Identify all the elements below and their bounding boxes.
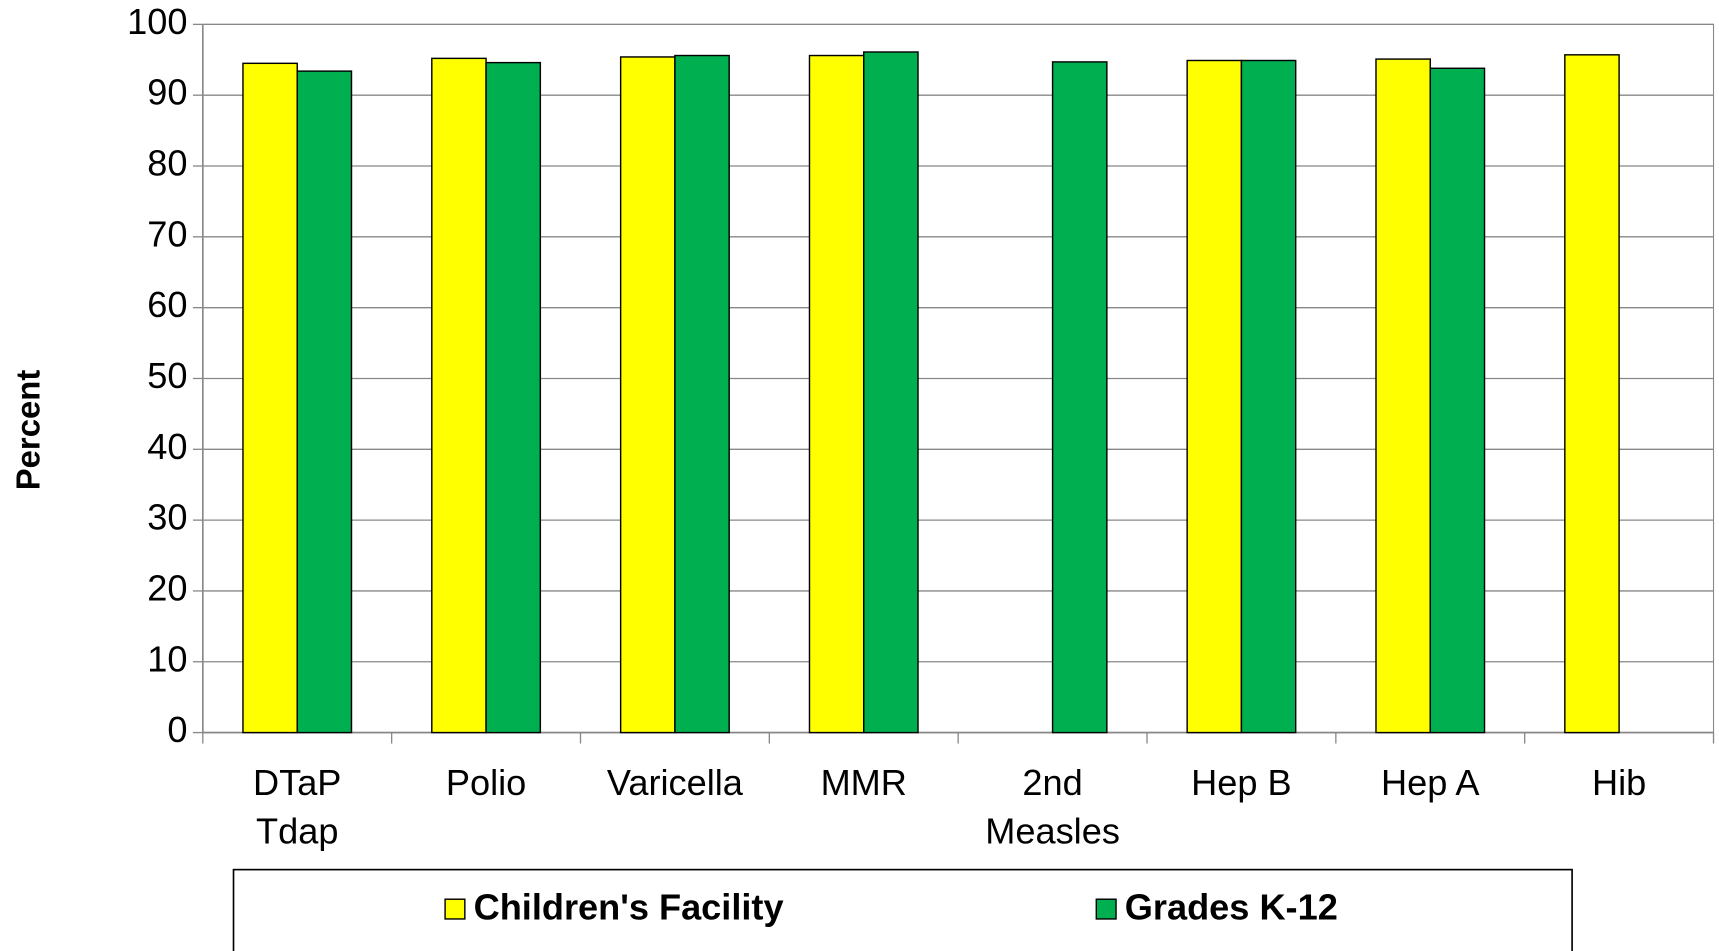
- bar: [619, 56, 676, 734]
- bar: [1186, 59, 1243, 734]
- legend-box: [232, 868, 1573, 951]
- bar: [296, 70, 353, 734]
- bar: [1240, 59, 1297, 734]
- bar: [1375, 58, 1431, 734]
- y-tick-label: 90: [147, 72, 187, 113]
- y-tick-label: 0: [167, 709, 187, 750]
- bar: [808, 54, 865, 734]
- bar: [431, 57, 487, 734]
- x-tick-label: Varicella: [607, 762, 744, 803]
- x-tick-label: MMR: [821, 762, 907, 803]
- legend-swatch: [444, 898, 466, 920]
- x-tick-label: Hep A: [1381, 762, 1480, 803]
- x-tick-label: Polio: [446, 762, 526, 803]
- x-tick-label: Hep B: [1191, 762, 1292, 803]
- y-tick-label: 80: [147, 143, 187, 184]
- bar: [242, 62, 298, 734]
- bar: [863, 51, 919, 734]
- y-tick-label: 10: [147, 638, 187, 679]
- x-tick-label: DTaP Tdap: [253, 762, 341, 851]
- legend-label: Children's Facility: [474, 887, 784, 928]
- y-tick-label: 60: [147, 284, 187, 325]
- y-tick-label: 50: [147, 355, 187, 396]
- y-tick-label: 70: [147, 213, 187, 254]
- y-tick-label: 40: [147, 426, 187, 467]
- bar: [1051, 61, 1108, 734]
- bar: [1564, 54, 1620, 734]
- y-tick-label: 30: [147, 497, 187, 538]
- y-tick-label: 20: [147, 567, 187, 608]
- legend-label: Grades K-12: [1125, 887, 1338, 928]
- bar: [674, 54, 730, 734]
- x-tick-label: Hib: [1592, 762, 1646, 803]
- y-tick-label: 100: [127, 1, 187, 42]
- y-axis-label: Percent: [9, 370, 46, 491]
- x-tick-label: 2nd Measles: [985, 762, 1120, 851]
- legend-swatch: [1095, 898, 1117, 920]
- bar: [1429, 67, 1486, 734]
- bar: [485, 61, 542, 734]
